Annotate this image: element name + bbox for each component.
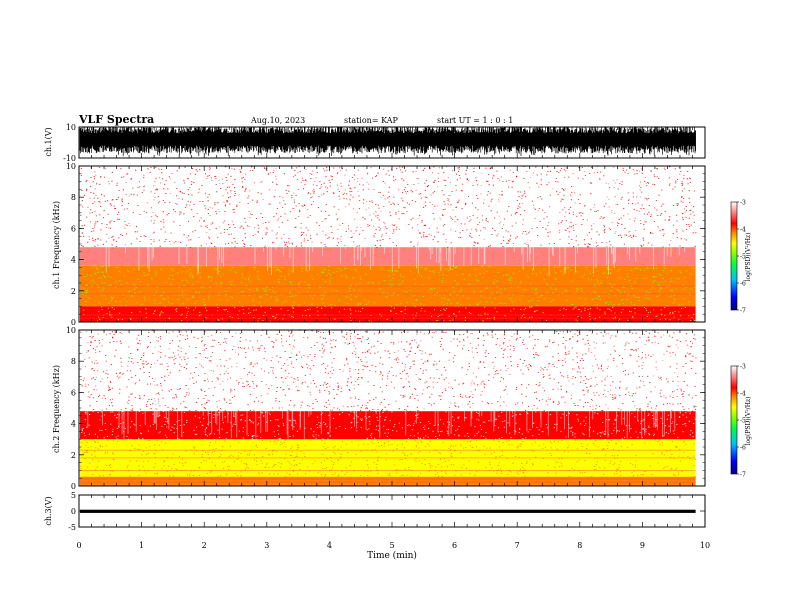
spectrogram-streaks [84, 330, 689, 440]
colorbar-gradient [730, 201, 738, 311]
colorbar-tick-label: -5 [740, 254, 746, 261]
waveform-ch1-panel: 10 -10 [63, 123, 706, 163]
spectrogram-band [80, 411, 696, 440]
date-label: Aug.10, 2023 [250, 116, 305, 125]
x-tick-label: 5 [389, 541, 394, 550]
y-tick-label: 10 [66, 326, 76, 335]
spectrogram-texture [80, 265, 697, 308]
ch3-waveform-trace [80, 509, 696, 513]
x-tick-label: 7 [515, 541, 520, 550]
spectrogram-band [80, 476, 696, 486]
y-tick-label: 10 [66, 123, 76, 132]
ch2-frequency-ylabel: ch.2 Frequency (kHz) [52, 365, 61, 453]
spectrogram-ch1-panel: 0 2 4 6 8 10 [66, 162, 706, 327]
spectrogram-texture [80, 166, 697, 248]
x-tick-label: 0 [76, 541, 81, 550]
spectrogram-ch2-panel: 0 2 4 6 8 10 [66, 326, 706, 491]
waveform-ch3-panel: 50-50 1 2 3 4 5 6 7 8 9 10 [68, 491, 710, 550]
ch1-voltage-ylabel: ch.1(V) [44, 127, 53, 156]
spectrogram-band [80, 166, 696, 248]
y-tick-label: 8 [71, 193, 76, 202]
x-tick-label: 6 [452, 541, 457, 550]
colorbar-tick-label: -7 [740, 472, 746, 479]
x-axis-label: Time (min) [367, 550, 417, 561]
y-tick-label: -5 [68, 523, 76, 532]
spectrogram-band [80, 247, 696, 266]
colorbar-tick-label: -6 [740, 281, 746, 288]
spectrogram-texture [81, 411, 696, 440]
ch1-frequency-ylabel: ch.1 Frequency (kHz) [52, 201, 61, 289]
colorbar-ch1: -3 -4 -5 -6 -7 [730, 200, 746, 315]
y-tick-label: 10 [66, 162, 76, 171]
x-tick-label: 3 [264, 541, 269, 550]
start-time-label: start UT = 1 : 0 : 1 [437, 116, 513, 125]
colorbar-tick-label: -3 [740, 200, 746, 207]
y-tick-label: 5 [71, 491, 76, 500]
figure-title: VLF Spectra [78, 113, 154, 126]
x-tick-label: 1 [139, 541, 144, 550]
y-tick-label: 8 [71, 357, 76, 366]
colorbar-tick-label: -5 [740, 418, 746, 425]
y-tick-label: 2 [71, 451, 76, 460]
y-tick-label: 6 [71, 388, 76, 397]
x-tick-label: 2 [202, 541, 207, 550]
ch1-waveform-trace [79, 127, 696, 157]
colorbar-ch2: -3 -4 -5 -6 -7 [730, 364, 746, 479]
y-tick-label: 0 [71, 482, 76, 491]
x-tick-label: 8 [577, 541, 582, 550]
colorbar-tick-label: -7 [740, 308, 746, 315]
y-tick-label: 0 [71, 318, 76, 327]
ch3-voltage-ylabel: ch.3(V) [44, 496, 53, 525]
y-tick-label: 2 [71, 287, 76, 296]
y-tick-label: 4 [71, 420, 76, 429]
colorbar-ch1-label: log(PSD)(V²/Hz) [745, 233, 752, 282]
y-tick-label: -10 [63, 154, 76, 163]
y-tick-label: 6 [71, 224, 76, 233]
station-label: station= KAP [344, 116, 399, 125]
y-tick-label: 0 [71, 507, 76, 516]
colorbar-tick-label: -4 [740, 227, 746, 234]
y-tick-label: 4 [71, 256, 76, 265]
colorbar-tick-label: -4 [740, 391, 746, 398]
colorbar-tick-label: -3 [740, 364, 746, 371]
spectrogram-band [80, 306, 696, 322]
spectrogram-streaks [88, 166, 686, 276]
spectrogram-texture [80, 247, 696, 267]
colorbar-tick-label: -6 [740, 445, 746, 452]
colorbar-ch2-label: log(PSD)(V²/Hz) [745, 397, 752, 446]
x-tick-label: 4 [327, 541, 332, 550]
x-tick-label: 9 [640, 541, 645, 550]
colorbar-gradient [730, 365, 738, 475]
x-tick-label: 10 [700, 541, 710, 550]
